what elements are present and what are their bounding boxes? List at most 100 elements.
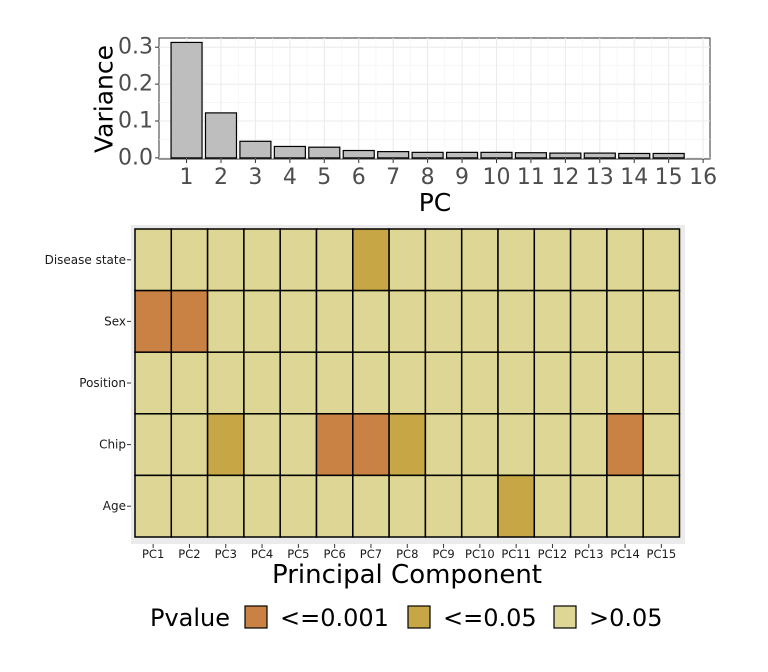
bar-y-tick-label: 0.3 (118, 35, 153, 60)
heatmap-cell (388, 474, 427, 538)
heatmap-y-tick-label: Age (103, 499, 126, 513)
heatmap-x-tick-label: PC15 (647, 547, 677, 561)
heatmap-cell (424, 351, 463, 415)
heatmap-y-tick-label: Disease state (45, 253, 126, 267)
heatmap-cell (134, 474, 173, 538)
heatmap-cell (642, 474, 681, 538)
heatmap-cell (206, 474, 245, 538)
heatmap-cell (243, 228, 281, 292)
heatmap-cell (352, 289, 390, 353)
heatmap-cell (533, 413, 572, 477)
heatmap-cell (424, 289, 463, 353)
legend-label-1: <=0.05 (443, 604, 537, 632)
heatmap-cell (460, 474, 499, 538)
bar-panel (158, 37, 711, 160)
heatmap-cell (388, 289, 427, 353)
heatmap-cell (388, 351, 427, 415)
heatmap-cell (497, 289, 536, 353)
heatmap-x-axis-title: Principal Component (272, 560, 542, 590)
variance-bar-pc14 (618, 152, 651, 159)
bar-x-tick-label: 4 (283, 165, 297, 190)
heatmap-cell (424, 474, 463, 538)
heatmap-cell (279, 474, 318, 538)
bars (170, 41, 685, 159)
legend-swatch-1 (407, 605, 431, 629)
heatmap-cell (134, 289, 173, 353)
heatmap-cell (170, 351, 209, 415)
heatmap-x-tick-label: PC8 (396, 547, 418, 561)
bar-x-tick-label: 13 (586, 165, 614, 190)
heatmap-x-tick-label: PC10 (465, 547, 495, 561)
heatmap-cell (606, 289, 644, 353)
heatmap-cells (134, 228, 681, 538)
heatmap-cell (279, 228, 318, 292)
heatmap-x-tick-label: PC13 (574, 547, 604, 561)
bar-x-tick-label: 12 (551, 165, 579, 190)
heatmap-cell (352, 413, 390, 477)
heatmap-cell (279, 351, 318, 415)
bar-x-tick-label: 8 (421, 165, 435, 190)
variance-bar-pc3 (239, 140, 272, 159)
heatmap-x-tick-label: PC11 (501, 547, 531, 561)
heatmap-cell (243, 413, 281, 477)
heatmap-cell (460, 351, 499, 415)
heatmap-cell (388, 228, 427, 292)
heatmap-cell (424, 228, 463, 292)
heatmap-cell (134, 413, 173, 477)
heatmap-y-tick-label: Position (79, 376, 126, 390)
heatmap-cell (279, 413, 318, 477)
heatmap-cell (606, 413, 644, 477)
variance-bar-pc11 (514, 152, 548, 159)
heatmap-cell (569, 289, 608, 353)
variance-bar-pc6 (342, 149, 375, 159)
legend-label-0: <=0.001 (280, 604, 389, 632)
bar-x-tick-label: 14 (620, 165, 648, 190)
heatmap-cell (279, 289, 318, 353)
heatmap-cell (315, 228, 354, 292)
bar-x-tick-label: 5 (317, 165, 331, 190)
heatmap-cell (388, 413, 427, 477)
heatmap-y-tick-label: Chip (99, 438, 126, 452)
heatmap-cell (460, 289, 499, 353)
heatmap-cell (170, 289, 209, 353)
bar-x-tick-label: 16 (689, 165, 717, 190)
bar-grid (159, 38, 710, 159)
bar-x-tick-label: 1 (180, 165, 194, 190)
heatmap-cell (606, 228, 644, 292)
heatmap-cell (497, 413, 536, 477)
heatmap-cell (315, 351, 354, 415)
heatmap-x-tick-label: PC4 (251, 547, 273, 561)
variance-bar-pc2 (204, 112, 238, 159)
variance-bar-chart: 0.00.10.20.3 1 2 3 4 5 6 7 8 9 10 11 12 13 14 15 16 Var… (90, 35, 718, 217)
variance-bar-pc12 (549, 152, 582, 159)
heatmap-cell (533, 474, 572, 538)
variance-bar-pc4 (273, 145, 306, 159)
heatmap-cell (533, 351, 572, 415)
variance-bar-pc15 (652, 152, 685, 159)
variance-bar-pc7 (377, 151, 410, 159)
heatmap-x-tick-label: PC12 (538, 547, 568, 561)
variance-bar-pc5 (308, 146, 341, 159)
heatmap-y-ticks: Disease state Sex Position Chip Age (45, 253, 131, 513)
legend-label-2: >0.05 (589, 604, 663, 632)
heatmap-cell (642, 413, 681, 477)
heatmap-x-tick-label: PC2 (178, 547, 200, 561)
heatmap-cell (497, 228, 536, 292)
heatmap-cell (352, 474, 390, 538)
heatmap-cell (352, 351, 390, 415)
pvalue-legend: Pvalue <=0.001 <=0.05 >0.05 (150, 604, 663, 632)
bar-y-tick-label: 0.2 (118, 72, 153, 97)
heatmap-y-tick-label: Sex (104, 314, 126, 328)
heatmap-cell (642, 351, 681, 415)
heatmap-x-tick-label: PC5 (287, 547, 309, 561)
bar-x-tick-label: 2 (214, 165, 228, 190)
heatmap-cell (315, 474, 354, 538)
bar-y-tick-label: 0.0 (118, 145, 153, 170)
variance-bar-pc13 (583, 152, 616, 159)
heatmap-cell (315, 289, 354, 353)
heatmap-cell (206, 351, 245, 415)
variance-bar-pc10 (480, 151, 513, 159)
legend-swatch-2 (553, 605, 577, 629)
heatmap-cell (497, 351, 536, 415)
